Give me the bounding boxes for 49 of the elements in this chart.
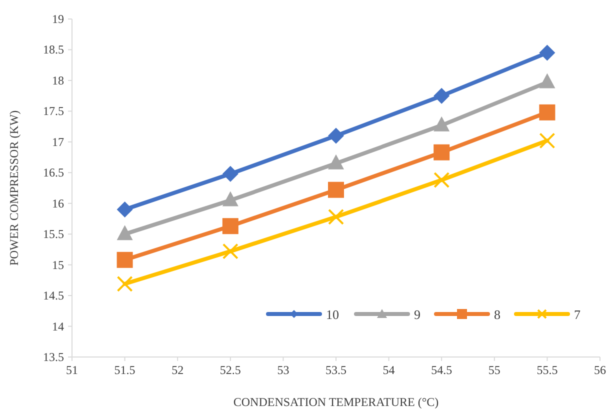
y-tick-label: 14.5 bbox=[43, 288, 64, 303]
legend-label: 7 bbox=[574, 307, 581, 322]
point bbox=[434, 172, 450, 188]
point bbox=[434, 88, 450, 104]
y-tick-label: 19 bbox=[52, 12, 64, 26]
legend-label: 9 bbox=[414, 307, 420, 322]
y-axis-title: POWER COMPRESSOR (KW) bbox=[7, 110, 21, 266]
point bbox=[328, 154, 344, 170]
point bbox=[539, 44, 556, 61]
point bbox=[116, 252, 133, 268]
x-tick-label: 52 bbox=[172, 363, 184, 377]
point bbox=[116, 225, 133, 240]
y-tick-label: 17 bbox=[52, 134, 64, 149]
legend-label: 8 bbox=[494, 307, 500, 322]
x-tick-label: 55.5 bbox=[536, 363, 558, 377]
y-tick-label: 14 bbox=[52, 319, 64, 334]
y-tick-label: 16.5 bbox=[43, 166, 64, 180]
point bbox=[539, 104, 556, 120]
x-tick-label: 54.5 bbox=[431, 363, 452, 377]
y-tick-label: 15.5 bbox=[43, 227, 64, 242]
point bbox=[222, 218, 238, 234]
y-tick-label: 18.5 bbox=[43, 42, 64, 57]
point bbox=[222, 191, 238, 206]
legend-label: 10 bbox=[326, 307, 339, 322]
x-tick-label: 53.5 bbox=[326, 363, 346, 377]
point bbox=[539, 73, 556, 88]
point bbox=[222, 243, 238, 260]
point bbox=[116, 276, 133, 292]
x-tick-label: 56 bbox=[594, 363, 606, 377]
point bbox=[434, 144, 450, 160]
point bbox=[434, 116, 450, 132]
point bbox=[116, 202, 133, 218]
x-tick-label: 51 bbox=[66, 363, 78, 377]
x-axis-title: CONDENSATION TEMPERATURE (°C) bbox=[233, 395, 439, 409]
x-tick-label: 52.5 bbox=[220, 363, 241, 377]
y-tick-label: 16 bbox=[52, 196, 64, 210]
y-tick-label: 15 bbox=[52, 258, 64, 272]
y-tick-label: 18 bbox=[52, 73, 64, 88]
x-tick-label: 53 bbox=[277, 363, 290, 377]
point bbox=[539, 132, 556, 149]
x-tick-label: 55 bbox=[488, 363, 500, 377]
point bbox=[328, 182, 344, 198]
x-tick-label: 51.5 bbox=[114, 363, 136, 377]
x-tick-label: 54 bbox=[382, 363, 395, 377]
point bbox=[328, 128, 344, 144]
y-tick-label: 13.5 bbox=[43, 350, 64, 364]
point bbox=[328, 208, 344, 225]
point bbox=[222, 166, 238, 182]
y-tick-label: 17.5 bbox=[43, 104, 64, 118]
